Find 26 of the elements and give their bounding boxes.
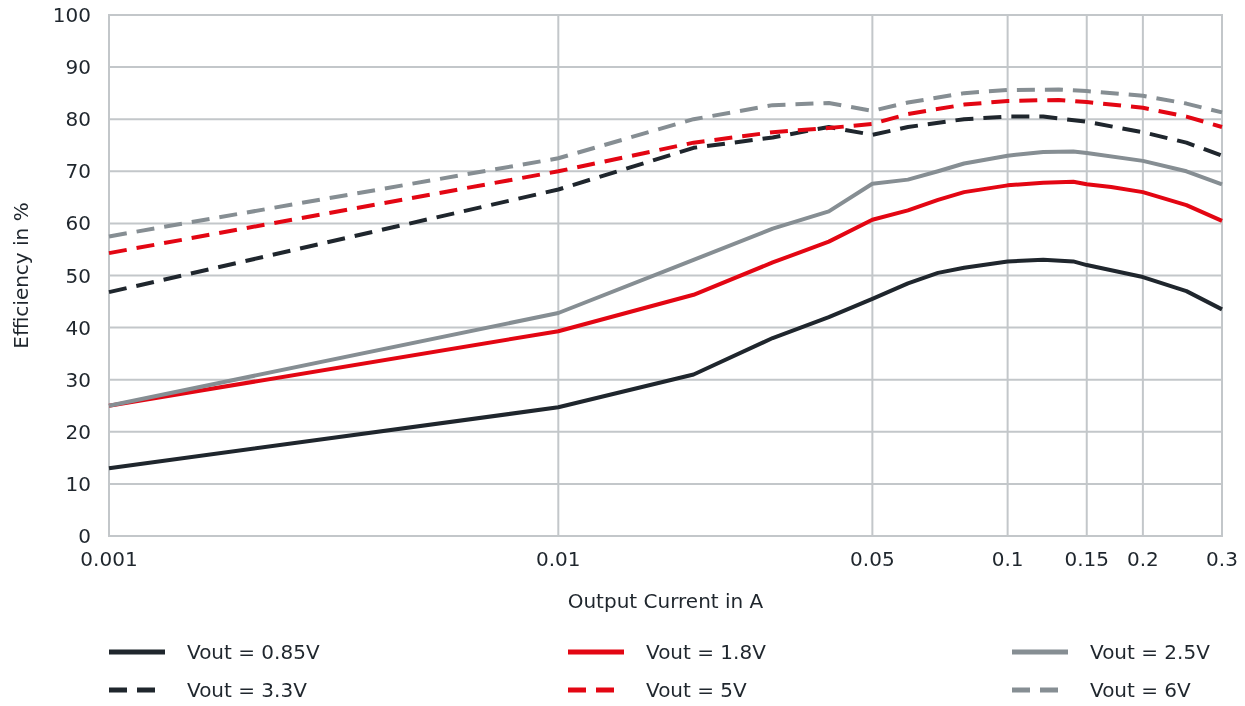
y-tick-label: 100	[52, 3, 91, 27]
y-tick-label: 70	[65, 159, 91, 184]
y-tick-label: 10	[65, 471, 91, 496]
x-tick-label: 0.001	[80, 547, 138, 571]
y-tick-label: 40	[65, 315, 91, 340]
y-axis-title: Efficiency in %	[9, 202, 33, 349]
x-tick-label: 0.3	[1206, 547, 1238, 571]
y-tick-label: 90	[65, 55, 91, 80]
x-tick-label: 0.05	[850, 547, 895, 571]
x-tick-label: 0.15	[1064, 547, 1110, 571]
x-tick-label: 0.2	[1126, 547, 1159, 571]
y-tick-label: 80	[65, 107, 91, 132]
legend-label: Vout = 5V	[646, 678, 748, 702]
y-tick-label: 30	[65, 367, 91, 392]
legend-label: Vout = 1.8V	[646, 640, 767, 664]
legend-label: Vout = 6V	[1090, 678, 1192, 702]
legend-label: Vout = 0.85V	[187, 640, 320, 664]
legend-label: Vout = 3.3V	[187, 678, 308, 702]
y-tick-label: 60	[65, 211, 91, 236]
y-tick-label: 50	[65, 263, 91, 288]
x-tick-label: 0.1	[991, 547, 1024, 571]
legend-label: Vout = 2.5V	[1090, 640, 1211, 664]
y-tick-label: 0	[78, 524, 91, 548]
x-axis-title: Output Current in A	[567, 589, 764, 613]
y-tick-label: 20	[65, 419, 91, 444]
x-tick-label: 0.01	[536, 547, 581, 571]
